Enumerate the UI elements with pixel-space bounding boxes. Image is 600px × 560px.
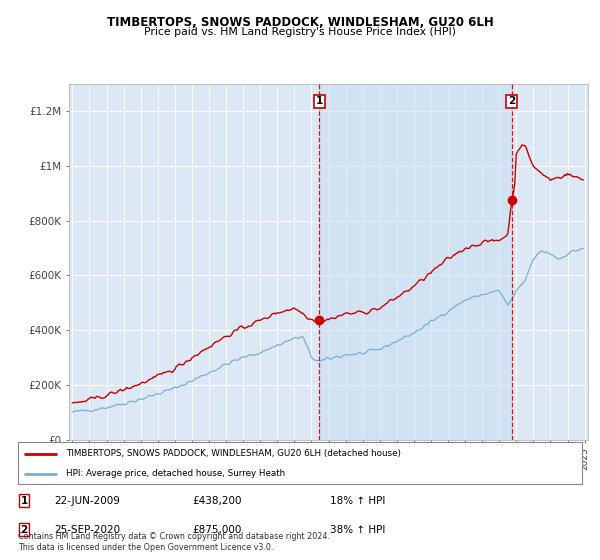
Text: 18% ↑ HPI: 18% ↑ HPI	[330, 496, 385, 506]
Text: Price paid vs. HM Land Registry's House Price Index (HPI): Price paid vs. HM Land Registry's House …	[144, 27, 456, 37]
Text: 2: 2	[20, 525, 28, 535]
Text: 25-SEP-2020: 25-SEP-2020	[54, 525, 120, 535]
Text: 38% ↑ HPI: 38% ↑ HPI	[330, 525, 385, 535]
Text: 2: 2	[508, 96, 515, 106]
Text: 22-JUN-2009: 22-JUN-2009	[54, 496, 120, 506]
Text: £438,200: £438,200	[192, 496, 241, 506]
Text: 1: 1	[20, 496, 28, 506]
Text: Contains HM Land Registry data © Crown copyright and database right 2024.
This d: Contains HM Land Registry data © Crown c…	[18, 532, 330, 552]
Text: TIMBERTOPS, SNOWS PADDOCK, WINDLESHAM, GU20 6LH: TIMBERTOPS, SNOWS PADDOCK, WINDLESHAM, G…	[107, 16, 493, 29]
Text: 1: 1	[316, 96, 323, 106]
Text: £875,000: £875,000	[192, 525, 241, 535]
Bar	[319, 84, 512, 440]
Text: HPI: Average price, detached house, Surrey Heath: HPI: Average price, detached house, Surr…	[66, 469, 285, 478]
Text: TIMBERTOPS, SNOWS PADDOCK, WINDLESHAM, GU20 6LH (detached house): TIMBERTOPS, SNOWS PADDOCK, WINDLESHAM, G…	[66, 449, 401, 458]
